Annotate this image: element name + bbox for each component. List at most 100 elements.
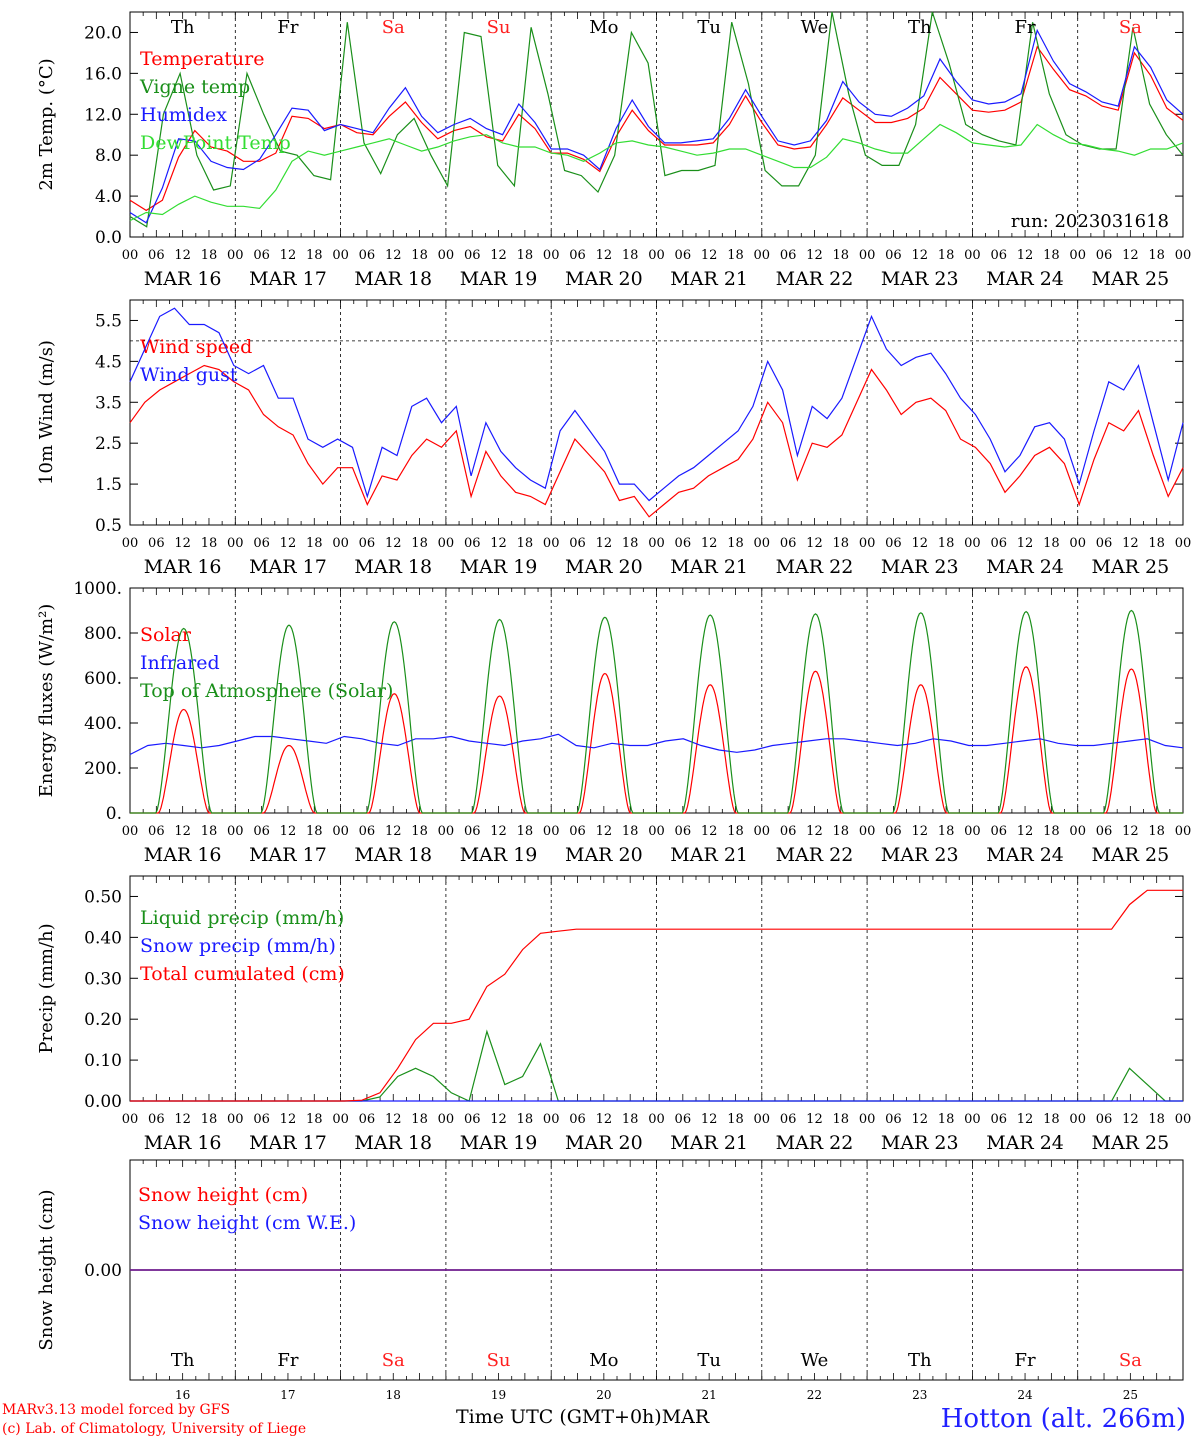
hour-label: 00 <box>859 824 876 839</box>
hour-label: 12 <box>596 536 613 551</box>
hour-label: 18 <box>201 824 218 839</box>
y-tick-label: 800. <box>84 624 122 644</box>
hour-label: 06 <box>990 536 1007 551</box>
y-tick-label: 200. <box>84 759 122 779</box>
y-tick-label: 0.0 <box>95 228 122 248</box>
panel-1: 0.0 4.0 8.0 12.0 16.0 20.0 2m Temp. (°C) Temper… <box>36 11 1192 290</box>
date-label: MAR 22 <box>776 268 854 290</box>
date-label: MAR 23 <box>881 268 959 290</box>
legend-infrared: Infrared <box>140 652 220 674</box>
model-credit: MARv3.13 model forced by GFS <box>2 1402 231 1418</box>
hour-label: 18 <box>517 824 534 839</box>
hour-label: 18 <box>306 536 323 551</box>
hour-label: 12 <box>1017 536 1034 551</box>
hour-label: 12 <box>1017 248 1034 263</box>
series-line-wind-speed <box>129 364 1184 518</box>
hour-label: 06 <box>148 1112 165 1127</box>
hour-label: 12 <box>385 248 402 263</box>
date-label: MAR 22 <box>776 1132 854 1154</box>
hour-label: 12 <box>701 1112 718 1127</box>
y-tick-label: 12.0 <box>84 105 122 125</box>
hour-label: 18 <box>1043 1112 1060 1127</box>
date-label: MAR 24 <box>986 1132 1064 1154</box>
date-label: MAR 16 <box>144 844 222 866</box>
date-label: MAR 16 <box>144 1132 222 1154</box>
hour-label: 06 <box>1096 824 1113 839</box>
hour-label: 18 <box>201 248 218 263</box>
day-abbr-label: We <box>801 1350 829 1371</box>
panel-4: 0.00 0.10 0.20 0.30 0.40 0.50 Precip (mm/h) Liq… <box>36 875 1191 1154</box>
hour-label: 12 <box>1122 248 1139 263</box>
hour-label: 06 <box>990 824 1007 839</box>
hour-label: 18 <box>517 248 534 263</box>
hour-label: 00 <box>543 824 560 839</box>
hour-label: 06 <box>359 536 376 551</box>
hour-label: 00 <box>543 1112 560 1127</box>
hour-label: 00 <box>227 536 244 551</box>
hour-label: 18 <box>938 536 955 551</box>
date-label: MAR 23 <box>881 844 959 866</box>
y-tick-label: 0.20 <box>84 1010 122 1030</box>
day-abbr-label: Th <box>908 17 932 38</box>
day-abbr-label: Tu <box>697 17 721 38</box>
hour-label: 06 <box>1096 1112 1113 1127</box>
plot-frame <box>129 299 1184 526</box>
date-label: MAR 20 <box>565 268 643 290</box>
hour-label: 00 <box>754 824 771 839</box>
hour-label: 18 <box>517 1112 534 1127</box>
hour-label: 18 <box>1148 824 1165 839</box>
day-abbr-label: Fr <box>1015 1350 1036 1371</box>
panel-3: 0. 200. 400. 600. 800. 1000. Energy fluxes (W/… <box>36 579 1191 866</box>
legend-vigne-temp: Vigne temp <box>139 76 250 98</box>
hour-label: 12 <box>1017 1112 1034 1127</box>
legend-wind-gust: Wind gust <box>140 364 238 386</box>
hour-label: 06 <box>675 1112 692 1127</box>
y-tick-label: 0.40 <box>84 928 122 948</box>
hour-label: 00 <box>648 1112 665 1127</box>
hour-label: 00 <box>964 824 981 839</box>
hour-label: 06 <box>1096 248 1113 263</box>
hour-label: 18 <box>306 1112 323 1127</box>
y-tick-label: 4.5 <box>95 352 122 372</box>
hour-label: 00 <box>122 824 139 839</box>
station-name: Hotton (alt. 266m) <box>940 1404 1186 1434</box>
date-label: MAR 16 <box>144 556 222 578</box>
y-tick-label: 20.0 <box>84 23 122 43</box>
y-tick-label: 16.0 <box>84 64 122 84</box>
hour-label: 12 <box>174 248 191 263</box>
date-label: MAR 21 <box>670 556 748 578</box>
y-tick-label: 0.00 <box>84 1261 122 1281</box>
hour-label: 12 <box>806 248 823 263</box>
day-abbr-label: Th <box>908 1350 932 1371</box>
hour-label: 18 <box>622 824 639 839</box>
xaxis-month: MAR <box>661 1406 710 1428</box>
hour-label: 06 <box>464 824 481 839</box>
legend-top-of-atmosphere-solar-: Top of Atmosphere (Solar) <box>140 680 393 702</box>
hour-label: 18 <box>201 1112 218 1127</box>
hour-label: 00 <box>1175 248 1192 263</box>
hour-label: 06 <box>990 1112 1007 1127</box>
date-label: MAR 17 <box>249 1132 327 1154</box>
day-number-label: 24 <box>1017 1388 1033 1402</box>
hour-label: 00 <box>754 1112 771 1127</box>
hour-label: 00 <box>332 536 349 551</box>
hour-label: 06 <box>148 824 165 839</box>
hour-label: 06 <box>780 1112 797 1127</box>
y-tick-label: 0.50 <box>84 887 122 907</box>
y-tick-label: 0.10 <box>84 1051 122 1071</box>
date-label: MAR 18 <box>354 556 432 578</box>
hour-label: 12 <box>490 824 507 839</box>
hour-label: 18 <box>201 536 218 551</box>
hour-label: 00 <box>1069 248 1086 263</box>
hour-label: 12 <box>490 1112 507 1127</box>
y-axis-label: Snow height (cm) <box>36 1189 57 1350</box>
y-tick-label: 1.5 <box>95 475 122 495</box>
date-label: MAR 21 <box>670 268 748 290</box>
hour-label: 00 <box>859 536 876 551</box>
date-label: MAR 23 <box>881 1132 959 1154</box>
legend-total-cumulated-cm-: Total cumulated (cm) <box>140 963 345 985</box>
date-label: MAR 25 <box>1091 268 1169 290</box>
y-tick-label: 8.0 <box>95 146 122 166</box>
hour-label: 06 <box>675 536 692 551</box>
